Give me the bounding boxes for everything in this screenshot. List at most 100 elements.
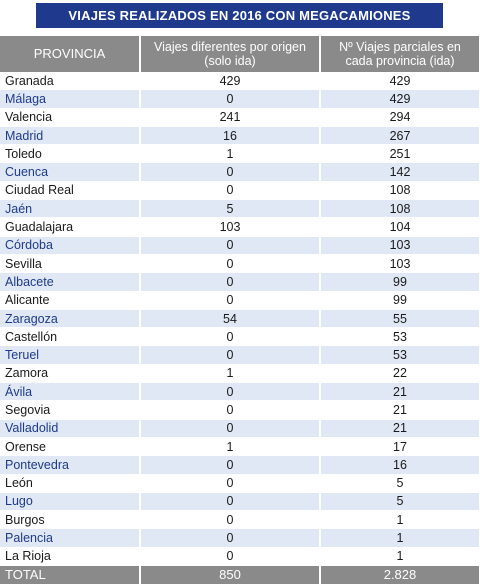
header-row: PROVINCIA Viajes diferentes por origen (… (0, 36, 479, 72)
viajes-parciales-cell: 21 (320, 419, 479, 438)
provincia-cell: Zamora (0, 364, 141, 384)
megacamiones-table: PROVINCIA Viajes diferentes por origen (… (0, 36, 479, 584)
provincia-cell: Lugo (0, 492, 141, 512)
table-row: Castellón 0 53 (0, 327, 479, 347)
provincia-cell: Cuenca (0, 162, 141, 182)
provincia-cell: Valladolid (0, 419, 141, 438)
provincia-cell: La Rioja (0, 547, 141, 567)
viajes-parciales-cell: 16 (320, 455, 479, 475)
provincia-cell: Orense (0, 437, 141, 457)
header-provincia: PROVINCIA (0, 36, 141, 72)
viajes-origen-cell: 0 (140, 547, 321, 567)
provincia-cell: Granada (0, 72, 141, 91)
viajes-parciales-cell: 1 (320, 510, 479, 530)
total-parciales: 2.828 (320, 565, 479, 584)
provincia-cell: Ávila (0, 382, 141, 402)
table-row: Teruel 0 53 (0, 345, 479, 365)
provincia-cell: Castellón (0, 327, 141, 347)
viajes-origen-cell: 1 (140, 437, 321, 457)
viajes-origen-cell: 0 (140, 291, 321, 310)
table-row: Jaén 5 108 (0, 199, 479, 219)
provincia-cell: Ciudad Real (0, 181, 141, 201)
viajes-origen-cell: 0 (140, 236, 321, 255)
viajes-origen-cell: 0 (140, 419, 321, 438)
provincia-cell: Madrid (0, 126, 141, 146)
table-row: Toledo 1 251 (0, 144, 479, 164)
header-viajes-parciales: Nº Viajes parciales en cada provincia (i… (320, 36, 479, 72)
table-row: Ciudad Real 0 108 (0, 181, 479, 201)
viajes-origen-cell: 0 (140, 162, 321, 182)
viajes-origen-cell: 241 (140, 108, 321, 127)
viajes-origen-cell: 5 (140, 199, 321, 219)
table-row: Valencia 241 294 (0, 108, 479, 127)
viajes-origen-cell: 0 (140, 254, 321, 274)
viajes-origen-cell: 0 (140, 272, 321, 292)
viajes-parciales-cell: 104 (320, 217, 479, 237)
viajes-origen-cell: 429 (140, 72, 321, 91)
viajes-origen-cell: 0 (140, 400, 321, 420)
provincia-cell: Teruel (0, 345, 141, 365)
viajes-parciales-cell: 108 (320, 181, 479, 201)
provincia-cell: Málaga (0, 89, 141, 109)
table-row: Zamora 1 22 (0, 364, 479, 384)
provincia-cell: León (0, 474, 141, 493)
table-row: Ávila 0 21 (0, 382, 479, 402)
table-row: Zaragoza 54 55 (0, 309, 479, 329)
provincia-cell: Segovia (0, 400, 141, 420)
viajes-parciales-cell: 294 (320, 108, 479, 127)
provincia-cell: Córdoba (0, 236, 141, 255)
table-row: La Rioja 0 1 (0, 547, 479, 567)
viajes-parciales-cell: 103 (320, 254, 479, 274)
viajes-origen-cell: 16 (140, 126, 321, 146)
total-origen: 850 (140, 565, 321, 584)
viajes-parciales-cell: 267 (320, 126, 479, 146)
provincia-cell: Jaén (0, 199, 141, 219)
viajes-parciales-cell: 103 (320, 236, 479, 255)
table-row: Pontevedra 0 16 (0, 455, 479, 475)
viajes-origen-cell: 0 (140, 181, 321, 201)
viajes-parciales-cell: 17 (320, 437, 479, 457)
viajes-parciales-cell: 5 (320, 474, 479, 493)
viajes-origen-cell: 54 (140, 309, 321, 329)
viajes-parciales-cell: 108 (320, 199, 479, 219)
total-row: TOTAL 850 2.828 (0, 565, 479, 584)
provincia-cell: Alicante (0, 291, 141, 310)
viajes-origen-cell: 1 (140, 364, 321, 384)
table-row: Palencia 0 1 (0, 528, 479, 548)
table-row: Granada 429 429 (0, 72, 479, 91)
provincia-cell: Guadalajara (0, 217, 141, 237)
viajes-origen-cell: 103 (140, 217, 321, 237)
total-label: TOTAL (0, 565, 141, 584)
viajes-origen-cell: 0 (140, 455, 321, 475)
table-row: Sevilla 0 103 (0, 254, 479, 274)
provincia-cell: Sevilla (0, 254, 141, 274)
viajes-origen-cell: 0 (140, 474, 321, 493)
viajes-origen-cell: 0 (140, 327, 321, 347)
provincia-cell: Valencia (0, 108, 141, 127)
viajes-parciales-cell: 99 (320, 272, 479, 292)
viajes-origen-cell: 0 (140, 382, 321, 402)
provincia-cell: Pontevedra (0, 455, 141, 475)
viajes-parciales-cell: 21 (320, 400, 479, 420)
viajes-parciales-cell: 251 (320, 144, 479, 164)
table-row: Orense 1 17 (0, 437, 479, 457)
provincia-cell: Burgos (0, 510, 141, 530)
provincia-cell: Palencia (0, 528, 141, 548)
viajes-parciales-cell: 22 (320, 364, 479, 384)
viajes-parciales-cell: 1 (320, 528, 479, 548)
table-row: Madrid 16 267 (0, 126, 479, 146)
table-body: Granada 429 429 Málaga 0 429 Valencia 241 294 Mad… (0, 72, 479, 567)
viajes-parciales-cell: 21 (320, 382, 479, 402)
viajes-parciales-cell: 1 (320, 547, 479, 567)
table-row: Lugo 0 5 (0, 492, 479, 512)
header-viajes-origen: Viajes diferentes por origen (solo ida) (140, 36, 321, 72)
table-row: Guadalajara 103 104 (0, 217, 479, 237)
table-row: Segovia 0 21 (0, 400, 479, 420)
viajes-parciales-cell: 142 (320, 162, 479, 182)
table-title: VIAJES REALIZADOS EN 2016 CON MEGACAMION… (36, 3, 443, 28)
table-row: León 0 5 (0, 474, 479, 493)
viajes-origen-cell: 0 (140, 528, 321, 548)
table-row: Alicante 0 99 (0, 291, 479, 310)
viajes-parciales-cell: 53 (320, 345, 479, 365)
provincia-cell: Zaragoza (0, 309, 141, 329)
